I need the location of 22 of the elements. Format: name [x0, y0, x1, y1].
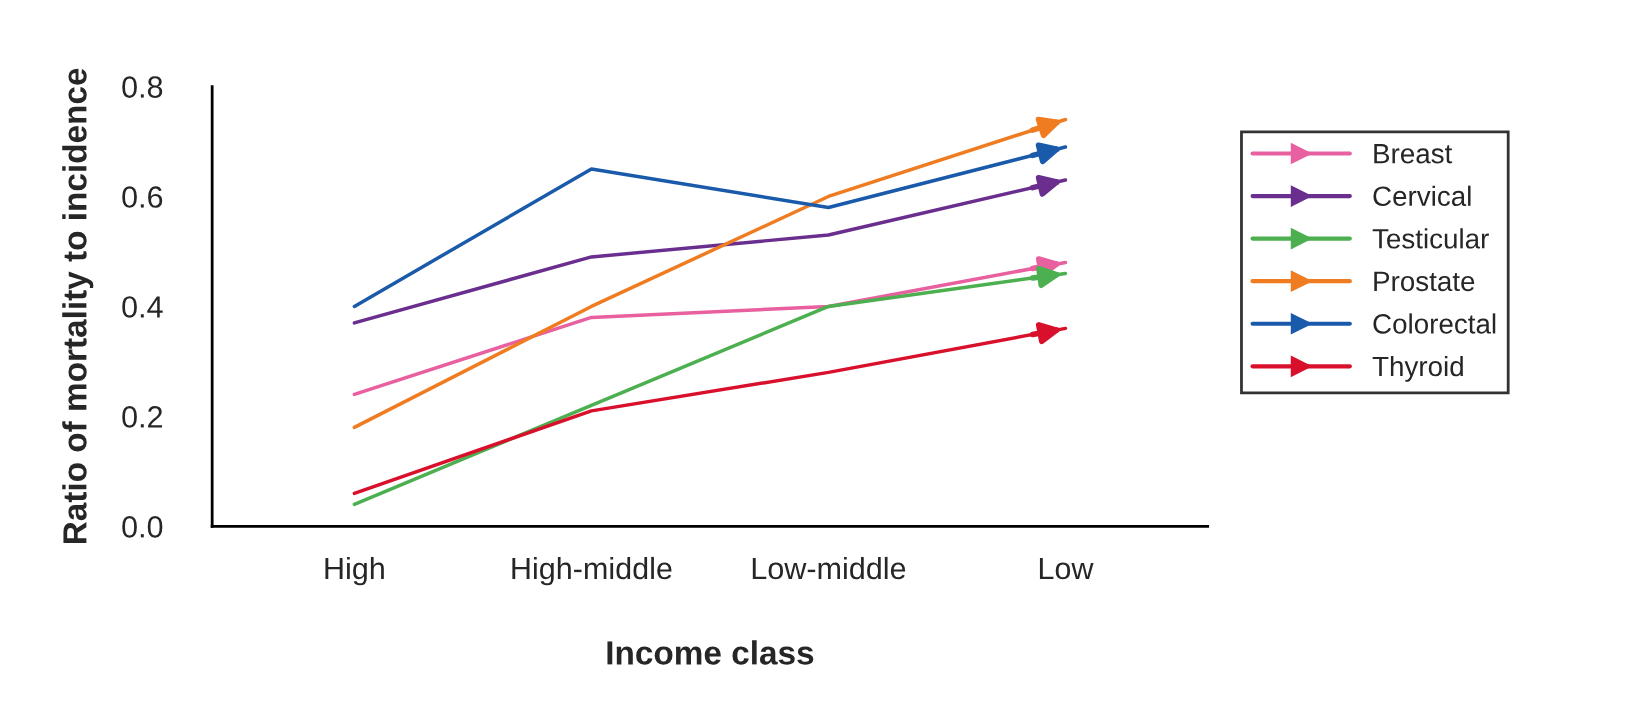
legend-label: Thyroid: [1372, 355, 1463, 382]
line-series: [352, 326, 1068, 496]
x-axis-title: Income class: [607, 640, 814, 665]
y-tick-label: 0.8: [122, 76, 163, 98]
x-tick-label: Low: [1039, 558, 1094, 580]
line-series: [352, 117, 1068, 430]
legend-label: Testicular: [1372, 228, 1489, 249]
legend-label: Colorectal: [1373, 313, 1496, 334]
x-tick-label: Low-middle: [752, 556, 906, 580]
y-axis-title: Ratio of mortality to incidence: [62, 68, 94, 544]
y-tick-label: 0.4: [122, 296, 163, 318]
line-series: [352, 145, 1068, 309]
x-tick-label: High-middle: [512, 556, 672, 586]
y-tick-label: 0.0: [122, 516, 163, 538]
y-tick-label: 0.2: [122, 406, 163, 428]
x-tick-label: High: [325, 556, 384, 586]
legend-label: Breast: [1374, 144, 1453, 164]
y-tick-label: 0.6: [122, 186, 163, 208]
line-series: [352, 260, 1068, 397]
legend-label: Cervical: [1373, 185, 1471, 207]
legend-label: Prostate: [1374, 271, 1475, 292]
line-series: [352, 178, 1068, 325]
